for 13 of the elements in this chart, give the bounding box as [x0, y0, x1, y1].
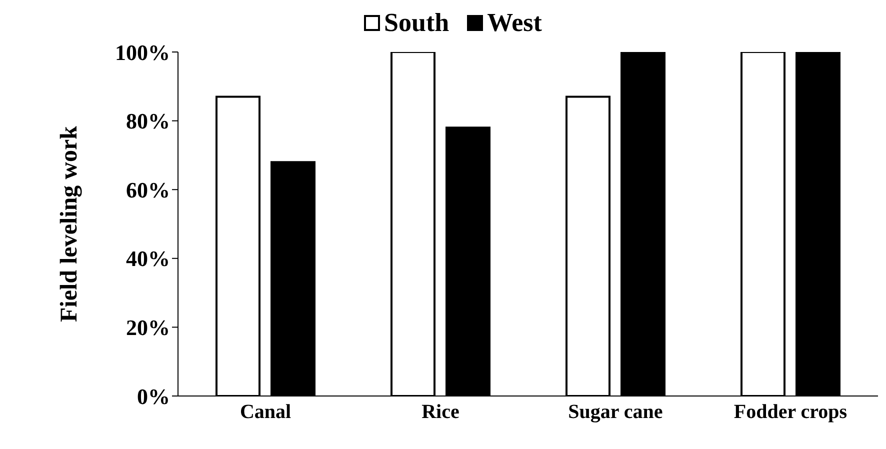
y-tick-label: 0%: [137, 384, 170, 409]
legend-label: South: [384, 8, 450, 38]
x-tick-label: Canal: [240, 401, 292, 424]
y-tick-label: 60%: [126, 177, 170, 202]
y-axis-title: Field leveling work: [56, 125, 83, 322]
legend-label: West: [487, 8, 542, 38]
y-tick-label: 40%: [126, 246, 170, 272]
x-tick-label: Sugar cane: [568, 401, 663, 424]
y-tick-label: 80%: [126, 108, 170, 134]
y-tick-label: 100%: [115, 40, 170, 65]
x-tick-label: Fodder crops: [734, 401, 848, 424]
x-tick-label: Rice: [422, 401, 460, 424]
y-tick-label: 20%: [126, 315, 170, 340]
